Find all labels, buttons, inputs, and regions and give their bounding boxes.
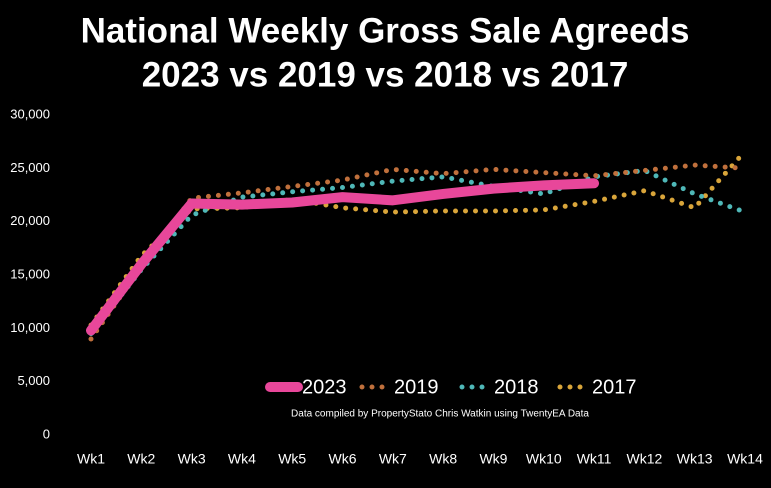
- chart-title: 2023 vs 2019 vs 2018 vs 2017: [142, 55, 629, 94]
- chart-title: National Weekly Gross Sale Agreeds: [81, 11, 690, 50]
- x-tick-label: Wk1: [77, 451, 105, 467]
- x-tick-label: Wk7: [379, 451, 407, 467]
- y-tick-label: 15,000: [10, 266, 50, 281]
- x-tick-label: Wk14: [727, 451, 763, 467]
- legend-label: 2017: [592, 376, 637, 398]
- y-tick-label: 5,000: [17, 373, 50, 388]
- x-tick-label: Wk2: [127, 451, 155, 467]
- x-tick-label: Wk4: [228, 451, 256, 467]
- legend-label: 2018: [494, 376, 539, 398]
- y-tick-label: 25,000: [10, 160, 50, 175]
- y-tick-label: 10,000: [10, 320, 50, 335]
- y-tick-label: 0: [43, 426, 50, 441]
- x-tick-label: Wk6: [329, 451, 357, 467]
- x-tick-label: Wk12: [626, 451, 662, 467]
- legend-label: 2019: [394, 376, 439, 398]
- x-tick-label: Wk10: [526, 451, 562, 467]
- legend-label: 2023: [302, 376, 347, 398]
- x-tick-label: Wk3: [178, 451, 206, 467]
- x-tick-label: Wk13: [677, 451, 713, 467]
- series-line: [88, 162, 748, 342]
- x-tick-label: Wk5: [278, 451, 306, 467]
- y-tick-label: 20,000: [10, 213, 50, 228]
- x-tick-label: Wk8: [429, 451, 457, 467]
- y-tick-label: 30,000: [10, 106, 50, 121]
- annotation: Data compiled by PropertyStato Chris Wat…: [291, 409, 589, 420]
- x-tick-label: Wk9: [479, 451, 507, 467]
- series-line: [86, 178, 600, 336]
- series-line: [88, 148, 748, 328]
- x-tick-label: Wk11: [577, 451, 612, 467]
